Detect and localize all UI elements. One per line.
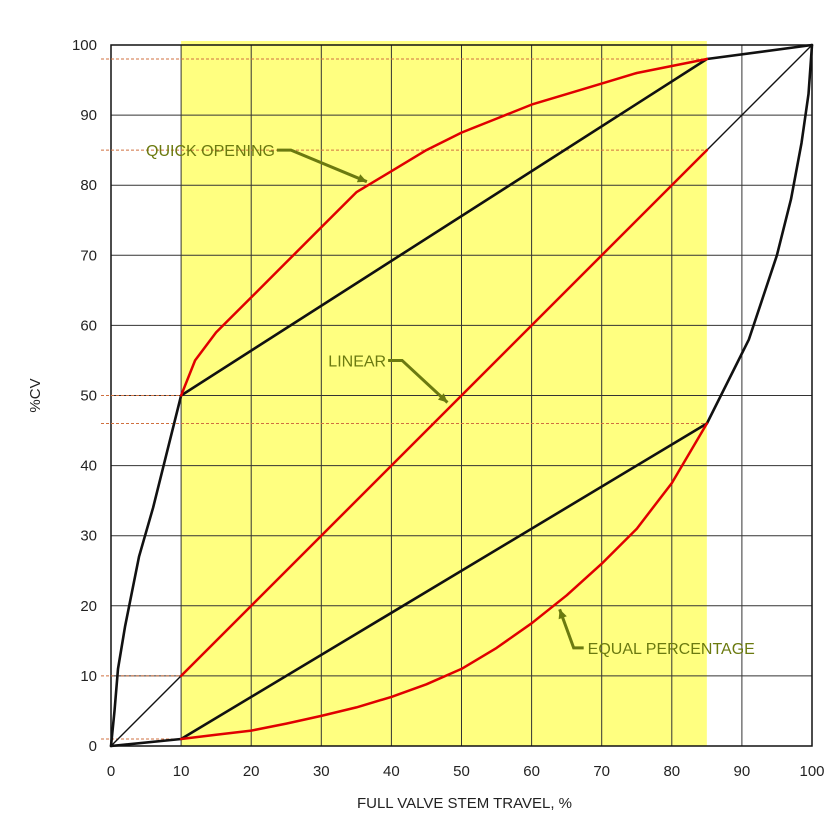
annotation-leader-2 [558,608,584,650]
annotation-label-0: QUICK OPENING [146,143,275,160]
x-tick-label-10: 10 [173,763,190,780]
annotation-arrowhead-1 [437,393,448,403]
annotations: QUICK OPENING LINEAR EQUAL PERCENTAGE [146,143,755,658]
series-line-4 [109,43,814,748]
x-tick-label-40: 40 [383,763,400,780]
x-tick-label-80: 80 [663,763,680,780]
x-tick-label-90: 90 [734,763,751,780]
series-group [109,43,814,748]
series-line-3 [179,148,709,678]
annotation-leader-1 [388,358,449,404]
y-axis-label: %CV [27,378,44,412]
series-line-1 [179,57,709,397]
x-tick-label-100: 100 [799,763,824,780]
y-tick-label-70: 70 [80,247,97,264]
y-tick-label-0: 0 [89,738,97,755]
x-tick-label-20: 20 [243,763,260,780]
y-tick-label-50: 50 [80,388,97,405]
annotation-label-2: EQUAL PERCENTAGE [588,641,755,658]
series-line-5 [179,422,709,741]
x-tick-label-50: 50 [453,763,470,780]
x-tick-label-70: 70 [593,763,610,780]
y-tick-label-60: 60 [80,317,97,334]
x-tick-label-0: 0 [107,763,115,780]
x-tick-label-30: 30 [313,763,330,780]
y-tick-labels: 0 10 20 30 40 50 60 70 80 90 100 [72,37,97,755]
highlight-region [181,41,707,746]
series-line-0 [109,43,814,748]
y-tick-label-80: 80 [80,177,97,194]
annotation-arrowhead-2 [558,609,567,620]
y-tick-label-100: 100 [72,37,97,54]
annotation-arrowhead-0 [356,174,367,183]
y-tick-label-30: 30 [80,528,97,545]
y-tick-label-40: 40 [80,458,97,475]
reference-lines [101,58,707,740]
annotation-leader-0 [276,148,368,184]
y-tick-label-10: 10 [80,668,97,685]
x-tick-labels: 0 10 20 30 40 50 60 70 80 90 100 [107,763,825,780]
y-tick-label-90: 90 [80,107,97,124]
x-axis-label: FULL VALVE STEM TRAVEL, % [357,795,572,812]
x-tick-label-60: 60 [523,763,540,780]
annotation-label-1: LINEAR [328,353,386,370]
y-tick-label-20: 20 [80,598,97,615]
